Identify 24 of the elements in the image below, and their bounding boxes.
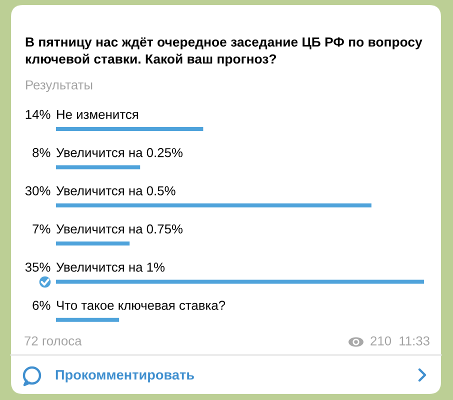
text: 72 голоса [24, 336, 82, 346]
bar [56, 165, 140, 170]
data-label: 14% [26, 110, 50, 119]
bar [56, 318, 120, 322]
data-label: 30% [25, 186, 50, 196]
data-label: 7% [32, 224, 50, 234]
bar [56, 127, 204, 132]
text: 11:33 [400, 336, 430, 346]
bar [56, 242, 130, 246]
y-tick-label: Увеличится на 0.25% [56, 148, 183, 158]
chart-subtitle: Результаты [26, 80, 92, 92]
y-tick-label: Увеличится на 0.75% [56, 224, 183, 234]
chart-title: В пятницу нас ждёт очередное заседание ЦБ РФ по вопросу ключевой ставки. Какой ваш прогноз? [26, 37, 422, 66]
data-label: 6% [32, 300, 50, 310]
text: Прокомментировать [56, 370, 194, 382]
bar [56, 280, 424, 284]
data-label: 35% [25, 262, 50, 272]
data-label: 8% [32, 148, 50, 158]
text: 210 [370, 336, 392, 346]
y-tick-label: Не изменится [57, 110, 138, 120]
y-tick-label: Что такое ключевая ставка? [57, 300, 226, 310]
y-tick-label: Увеличится на 0.5% [56, 186, 176, 196]
y-tick-label: Увеличится на 1% [56, 262, 165, 272]
bar [56, 203, 372, 208]
